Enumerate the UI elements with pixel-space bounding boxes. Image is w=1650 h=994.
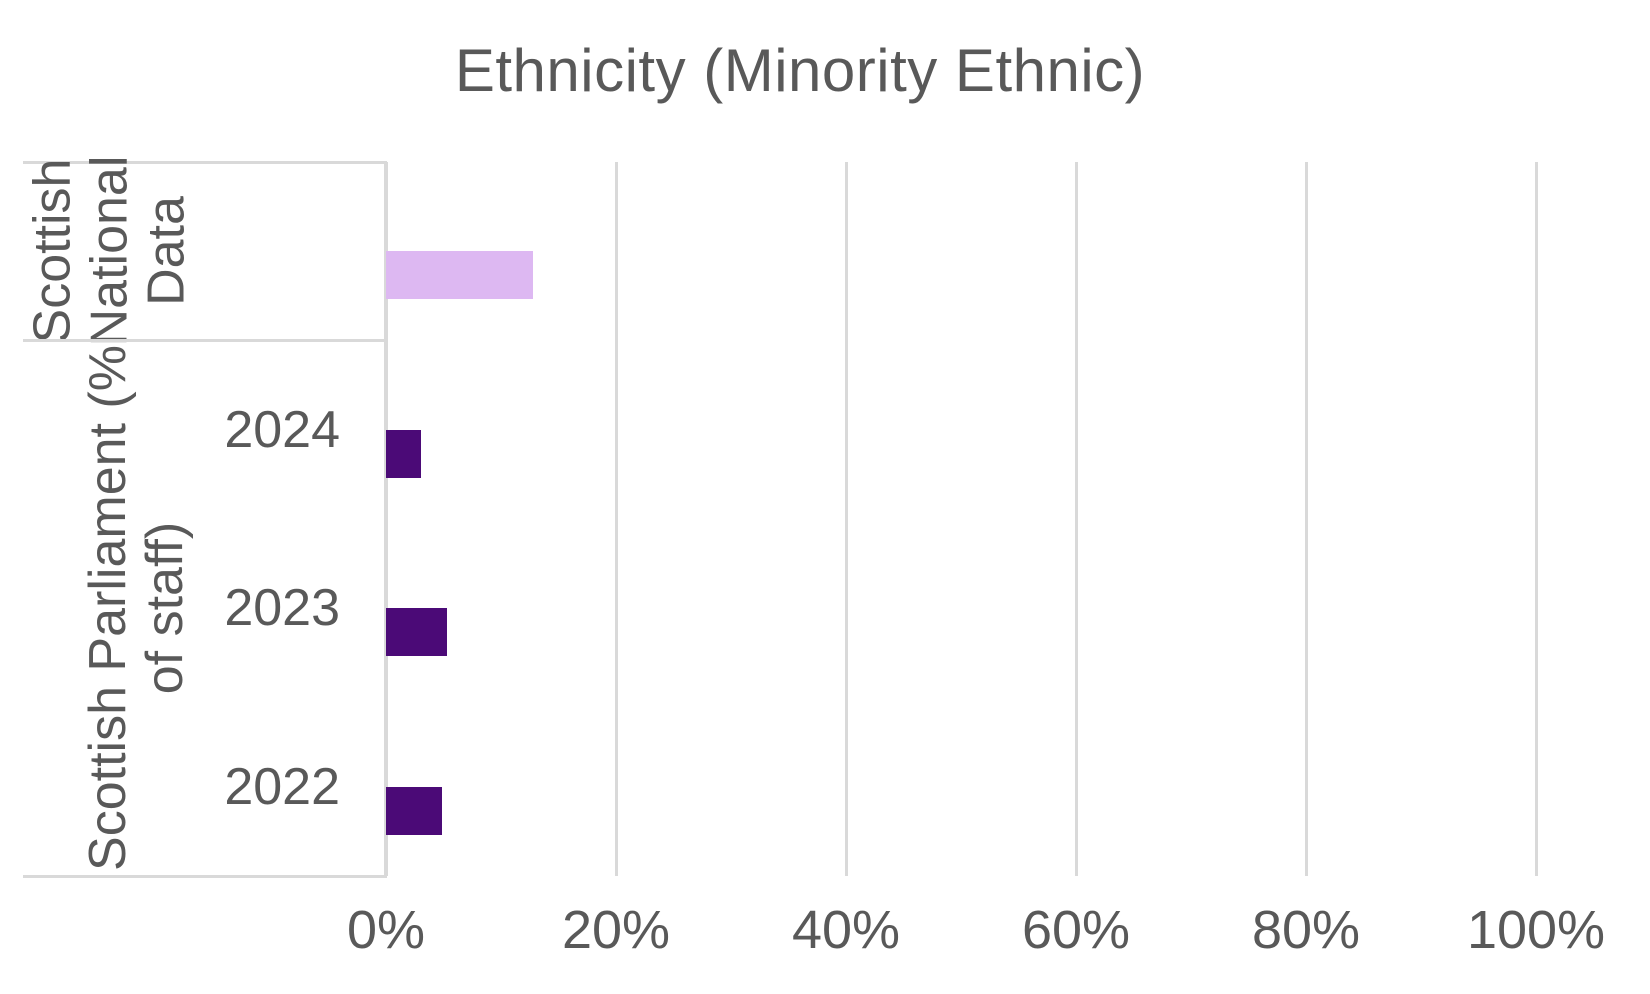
chart-title: Ethnicity (Minority Ethnic)	[454, 37, 1146, 104]
gridline	[1534, 162, 1538, 876]
x-axis-tick-label: 80%	[1251, 900, 1361, 960]
category-row-label: 2023	[224, 579, 340, 638]
y-axis-line	[384, 162, 388, 876]
category-group-label: Scottish National Data	[23, 155, 196, 347]
gridline	[1304, 162, 1308, 876]
data-bar	[386, 608, 447, 656]
category-group-boundary	[23, 160, 387, 164]
x-axis-tick-label: 100%	[1466, 900, 1606, 960]
gridline	[614, 162, 618, 876]
x-axis-tick-label: 20%	[561, 900, 671, 960]
category-row-label: 2022	[224, 757, 340, 816]
x-axis-tick-label: 60%	[1021, 900, 1131, 960]
data-bar	[386, 787, 442, 835]
x-axis-tick-label: 40%	[791, 900, 901, 960]
category-row-label: 2024	[224, 400, 340, 459]
x-axis-tick-label: 0%	[346, 900, 426, 960]
category-group-boundary	[23, 874, 387, 878]
gridline	[844, 162, 848, 876]
category-group-boundary	[23, 339, 387, 342]
gridline	[1074, 162, 1078, 876]
data-bar	[386, 251, 533, 299]
data-bar	[386, 430, 421, 478]
